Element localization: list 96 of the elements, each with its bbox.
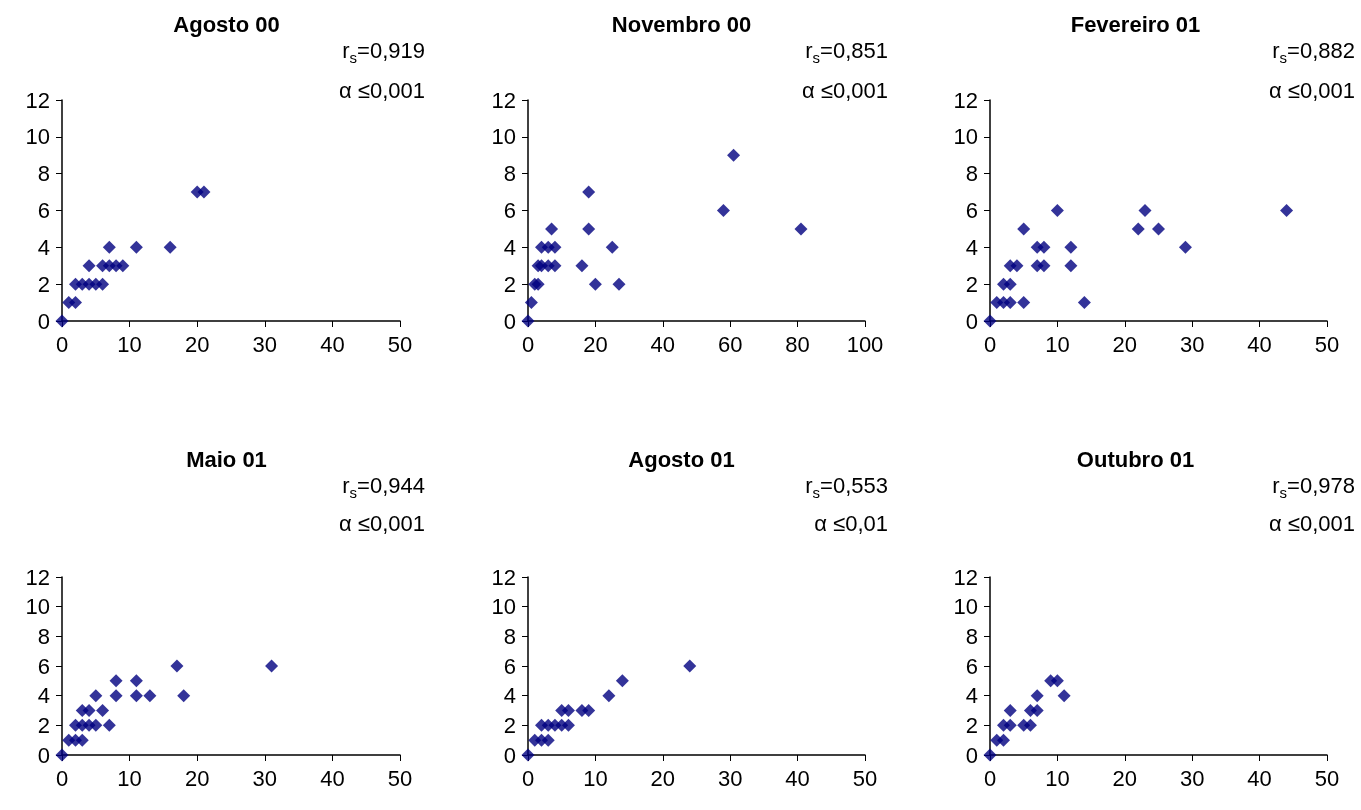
x-tick-label: 20 — [1112, 331, 1138, 357]
x-tick-label: 10 — [1045, 331, 1070, 357]
y-tick-label: 6 — [37, 198, 50, 223]
y-tick-label: 8 — [503, 161, 516, 187]
y-tick-label: 8 — [37, 161, 50, 187]
x-tick-label: 30 — [252, 331, 278, 357]
y-tick-label: 6 — [965, 653, 978, 679]
y-tick-label: 8 — [503, 623, 516, 649]
x-tick-label: 10 — [1045, 765, 1070, 791]
x-tick-label: 40 — [320, 331, 345, 357]
y-tick-label: 2 — [965, 712, 978, 738]
x-tick-label: 50 — [387, 331, 413, 357]
y-tick-label: 0 — [503, 308, 516, 334]
y-tick-label: 12 — [953, 564, 978, 590]
x-tick-label: 30 — [1179, 331, 1205, 357]
y-tick-label: 2 — [37, 271, 50, 297]
y-tick-label: 6 — [37, 653, 50, 679]
x-tick-label: 10 — [117, 765, 142, 791]
y-tick-label: 0 — [37, 742, 50, 768]
x-tick-label: 80 — [785, 331, 810, 357]
y-tick-label: 10 — [491, 594, 516, 620]
y-tick-label: 4 — [37, 683, 50, 709]
chart-title: Fevereiro 01 — [1070, 11, 1201, 37]
y-tick-label: 12 — [25, 564, 50, 590]
text: r$_{s}$=0,919 — [342, 38, 425, 67]
y-tick-label: 2 — [503, 712, 516, 738]
text: α ≤0,001 — [339, 511, 425, 537]
chart-title: Agosto 01 — [628, 446, 735, 472]
text: α ≤0,001 — [1269, 511, 1355, 537]
x-tick-label: 30 — [252, 765, 278, 791]
annotation: α ≤0,001 — [802, 78, 888, 104]
chart-title: Outubro 01 — [1076, 446, 1195, 472]
y-tick-label: 12 — [25, 87, 50, 113]
x-tick-label: 100 — [846, 331, 884, 357]
y-tick-label: 0 — [965, 742, 978, 768]
x-tick-label: 0 — [983, 765, 997, 791]
x-tick-label: 20 — [583, 331, 608, 357]
x-tick-label: 40 — [785, 765, 810, 791]
y-tick-label: 6 — [503, 653, 516, 679]
x-tick-label: 0 — [521, 765, 535, 791]
text: r$_{s}$=0,978 — [1272, 473, 1355, 502]
y-tick-label: 6 — [965, 198, 978, 223]
x-tick-label: 0 — [983, 331, 997, 357]
x-tick-label: 50 — [1314, 765, 1340, 791]
x-tick-label: 50 — [387, 765, 413, 791]
x-tick-label: 40 — [650, 331, 676, 357]
text: r$_{s}$=0,882 — [1272, 38, 1355, 67]
y-tick-label: 10 — [953, 594, 978, 620]
x-tick-label: 40 — [1247, 331, 1272, 357]
x-tick-label: 50 — [1314, 331, 1340, 357]
y-tick-label: 4 — [965, 234, 978, 260]
x-tick-label: 60 — [717, 331, 743, 357]
x-tick-label: 20 — [184, 331, 210, 357]
text: α ≤0,01 — [814, 511, 888, 537]
chart-title: Agosto 00 — [173, 11, 280, 37]
y-tick-label: 10 — [491, 124, 516, 150]
y-tick-label: 8 — [965, 623, 978, 649]
x-tick-label: 10 — [583, 765, 608, 791]
text: r$_{s}$=0,944 — [342, 473, 425, 502]
annotation: α ≤0,001 — [339, 78, 425, 104]
y-tick-label: 12 — [953, 87, 978, 113]
x-tick-label: 0 — [521, 331, 535, 357]
x-tick-label: 40 — [320, 765, 345, 791]
x-tick-label: 20 — [650, 765, 676, 791]
y-tick-label: 10 — [25, 594, 50, 620]
x-tick-label: 50 — [852, 765, 878, 791]
y-tick-label: 8 — [965, 161, 978, 187]
y-tick-label: 4 — [503, 234, 516, 260]
y-tick-label: 10 — [953, 124, 978, 150]
y-tick-label: 2 — [503, 271, 516, 297]
y-tick-label: 8 — [37, 623, 50, 649]
y-tick-label: 4 — [965, 683, 978, 709]
x-tick-label: 0 — [55, 331, 69, 357]
x-tick-label: 0 — [55, 765, 69, 791]
x-tick-label: 20 — [1112, 765, 1138, 791]
x-tick-label: 10 — [117, 331, 142, 357]
y-tick-label: 6 — [503, 198, 516, 223]
y-tick-label: 12 — [491, 564, 516, 590]
y-tick-label: 2 — [965, 271, 978, 297]
y-tick-label: 0 — [503, 742, 516, 768]
chart-title: Novembro 00 — [611, 11, 752, 37]
y-tick-label: 0 — [37, 308, 50, 334]
x-tick-label: 20 — [184, 765, 210, 791]
y-tick-label: 10 — [25, 124, 50, 150]
y-tick-label: 2 — [37, 712, 50, 738]
y-tick-label: 4 — [503, 683, 516, 709]
x-tick-label: 30 — [1179, 765, 1205, 791]
chart-title: Maio 01 — [186, 446, 267, 472]
text: r$_{s}$=0,553 — [805, 473, 888, 502]
text: r$_{s}$=0,851 — [805, 38, 888, 67]
annotation: α ≤0,001 — [1269, 78, 1355, 104]
x-tick-label: 30 — [717, 765, 743, 791]
y-tick-label: 0 — [965, 308, 978, 334]
y-tick-label: 12 — [491, 87, 516, 113]
y-tick-label: 4 — [37, 234, 50, 260]
x-tick-label: 40 — [1247, 765, 1272, 791]
